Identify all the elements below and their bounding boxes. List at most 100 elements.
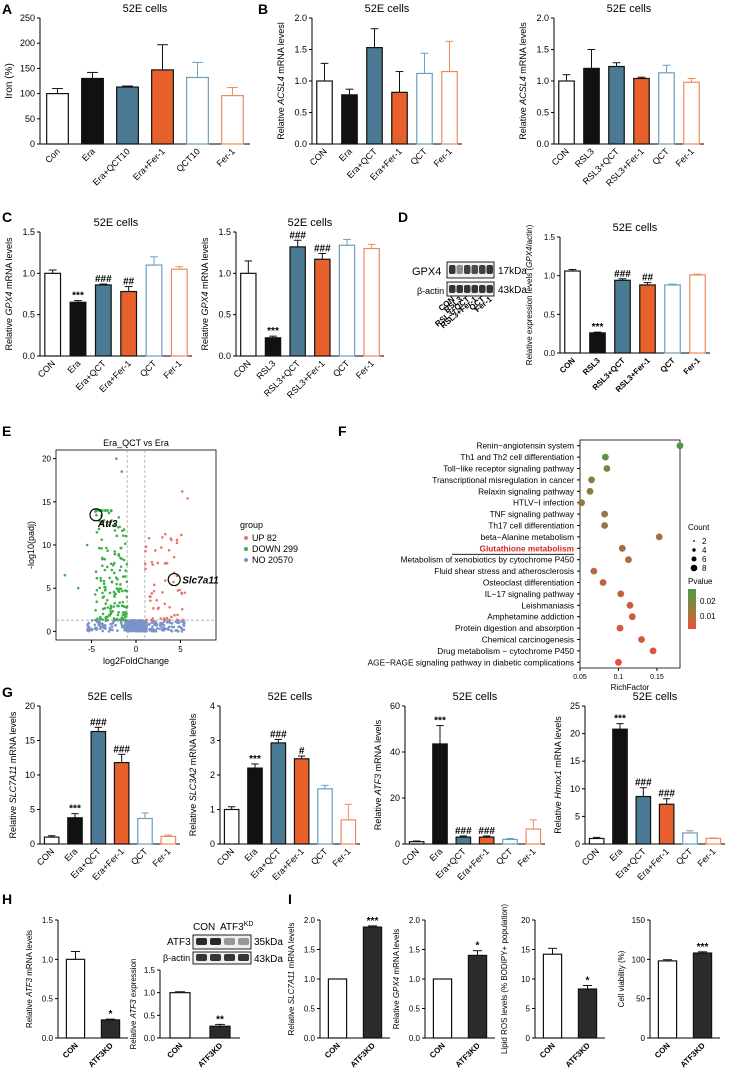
chart-E-point-down xyxy=(108,576,111,580)
chart-F-point-16 xyxy=(616,624,624,632)
chart-E-point-no xyxy=(170,622,174,625)
chart-G1-bar-0 xyxy=(43,836,60,845)
chart-E-point-up xyxy=(179,533,183,537)
chart-A-xtick-label-1: Era xyxy=(80,146,97,163)
chart-E-point-down xyxy=(109,562,113,566)
chart-E-point-down xyxy=(96,617,99,620)
chart-E-point-up xyxy=(164,561,168,565)
chart-I2-ylabel-part-2: mRNA levels xyxy=(392,929,401,977)
chart-C2-bar-5 xyxy=(363,247,380,357)
panel-letter-B: B xyxy=(258,1,268,17)
chart-H2-ytick-label-2: 1.0 xyxy=(144,989,156,998)
blot-h-row-atf3: ATF3 xyxy=(167,937,191,948)
chart-G2-ylabel-part-2: mRNA levels xyxy=(188,713,198,768)
chart-A-title: 52E cells xyxy=(123,3,168,15)
chart-I3: 0 5 10 15 20 Lipid ROS levels (% BODIPY+ popu… xyxy=(500,904,605,1069)
chart-E-point-no xyxy=(100,626,104,629)
chart-E-point-down xyxy=(109,612,113,616)
blot-h-band-actin-2 xyxy=(224,954,235,961)
chart-G4-ytick-label-4: 20 xyxy=(570,729,580,739)
chart-F-term-label-8: beta−Alanine metabolism xyxy=(481,532,574,542)
chart-A-bar-2 xyxy=(116,86,139,145)
chart-E-xlabel: log2FoldChange xyxy=(103,656,169,666)
chart-C2-ylabel-part-1: GPX4 xyxy=(200,291,210,315)
chart-F-xtick-label-0: 0.05 xyxy=(573,674,587,681)
chart-E-point-up xyxy=(172,580,175,584)
chart-D-ytick-label-0: 0.0 xyxy=(544,349,556,358)
chart-B2-ylabel: Relative ACSL4 mRNA levels xyxy=(518,22,528,140)
chart-E-point-no xyxy=(140,629,144,633)
chart-H2-bar-0 xyxy=(169,992,191,1039)
chart-G2-ytick-label-2: 2 xyxy=(210,770,215,780)
chart-E-point-no xyxy=(144,629,148,633)
chart-E-point-up xyxy=(144,549,147,553)
chart-C2-title: 52E cells xyxy=(288,217,333,229)
chart-G4-bar-5 xyxy=(705,837,722,845)
chart-E-point-down xyxy=(94,609,97,612)
chart-E-point-down xyxy=(112,590,116,594)
chart-I2-ytick-label-4: 2.0 xyxy=(409,916,421,925)
chart-E-point-down xyxy=(112,523,116,527)
chart-G3-xtick-label-0: CON xyxy=(400,846,421,867)
chart-C2-bar-4 xyxy=(338,244,356,357)
panel-letter-E: E xyxy=(2,423,11,439)
chart-C2-xtick-label-1: RSL3 xyxy=(254,358,277,381)
chart-E-point-down xyxy=(99,579,103,583)
chart-E-point-down xyxy=(117,516,121,519)
chart-G2-title: 52E cells xyxy=(268,691,313,703)
chart-E-point-down xyxy=(120,618,124,622)
chart-F-point-13 xyxy=(617,590,625,598)
chart-B2-title: 52E cells xyxy=(607,3,652,15)
chart-E-point-down xyxy=(105,546,108,550)
blot-d-band-actin-2 xyxy=(464,285,471,293)
chart-F-term-label-4: Relaxin signaling pathway xyxy=(478,486,575,496)
chart-A-xtick-label-0: Con xyxy=(43,146,62,165)
chart-H1-ylabel-part-2: mRNA levels xyxy=(25,930,34,978)
chart-C1-ylabel: Relative GPX4 mRNA levels xyxy=(4,237,14,351)
chart-E-point-no xyxy=(176,621,179,625)
chart-E-title: Era_QCT vs Era xyxy=(103,438,169,448)
chart-B1-bar-3 xyxy=(391,91,408,145)
chart-I2: 0.0 0.5 1.0 1.5 2.0 Relative GPX4 mRNA levels… xyxy=(392,916,495,1069)
chart-D: 52E cells 0.0 0.5 1.0 1.5 Relative expression… xyxy=(525,222,710,394)
chart-I4-ytick-label-3: 150 xyxy=(632,916,646,925)
chart-G4-ytick-label-3: 15 xyxy=(570,756,580,766)
chart-G3-xtick-label-4: QCT xyxy=(494,846,515,867)
chart-E-point-no xyxy=(182,628,186,631)
chart-G4-xtick-label-4: QCT xyxy=(674,846,695,867)
chart-E-point-up xyxy=(159,617,163,620)
chart-E-point-no xyxy=(145,625,148,629)
chart-E-point-down xyxy=(124,569,128,572)
chart-D-annotation-1: *** xyxy=(592,322,604,333)
chart-E-legend-item-1: DOWN 299 xyxy=(252,544,298,554)
panel-letter-F: F xyxy=(338,423,347,439)
chart-C1-xtick-label-1: Era xyxy=(65,358,82,375)
chart-F-xtick-label-2: 0.15 xyxy=(650,674,664,681)
chart-E-point-no xyxy=(98,627,102,630)
chart-B2-bar-5 xyxy=(683,81,700,145)
blot-h-band-atf3-1 xyxy=(210,938,221,945)
chart-G3-bar-4 xyxy=(502,838,518,845)
chart-E-point-down xyxy=(121,604,125,608)
chart-E-point-down xyxy=(121,613,125,617)
chart-F-legend-p-tick-1: 0.01 xyxy=(700,612,716,621)
chart-C1-bar-2 xyxy=(94,284,112,357)
chart-E-point-up xyxy=(180,607,184,611)
chart-D-bar-5 xyxy=(689,274,706,354)
chart-E-point-no xyxy=(129,625,133,629)
chart-E-point-no xyxy=(153,623,157,626)
chart-A-bar-4 xyxy=(186,76,209,145)
chart-D-ytick-label-2: 1.0 xyxy=(544,272,556,281)
chart-I2-ylabel-part-0: Relative xyxy=(392,998,401,1029)
chart-E-point-up xyxy=(180,591,183,595)
chart-G4-ytick-label-5: 25 xyxy=(570,701,580,711)
chart-E-point-down xyxy=(100,538,104,541)
chart-C2-ytick-label-2: 1.0 xyxy=(218,268,231,278)
chart-I1-ytick-label-3: 1.5 xyxy=(304,946,316,955)
chart-H1-bar-1 xyxy=(100,1019,121,1039)
chart-G2-bar-2 xyxy=(270,742,287,845)
chart-D-title: 52E cells xyxy=(613,222,658,234)
chart-G2-bar-0 xyxy=(223,808,240,845)
chart-G3-annotation-3: ### xyxy=(478,826,495,837)
